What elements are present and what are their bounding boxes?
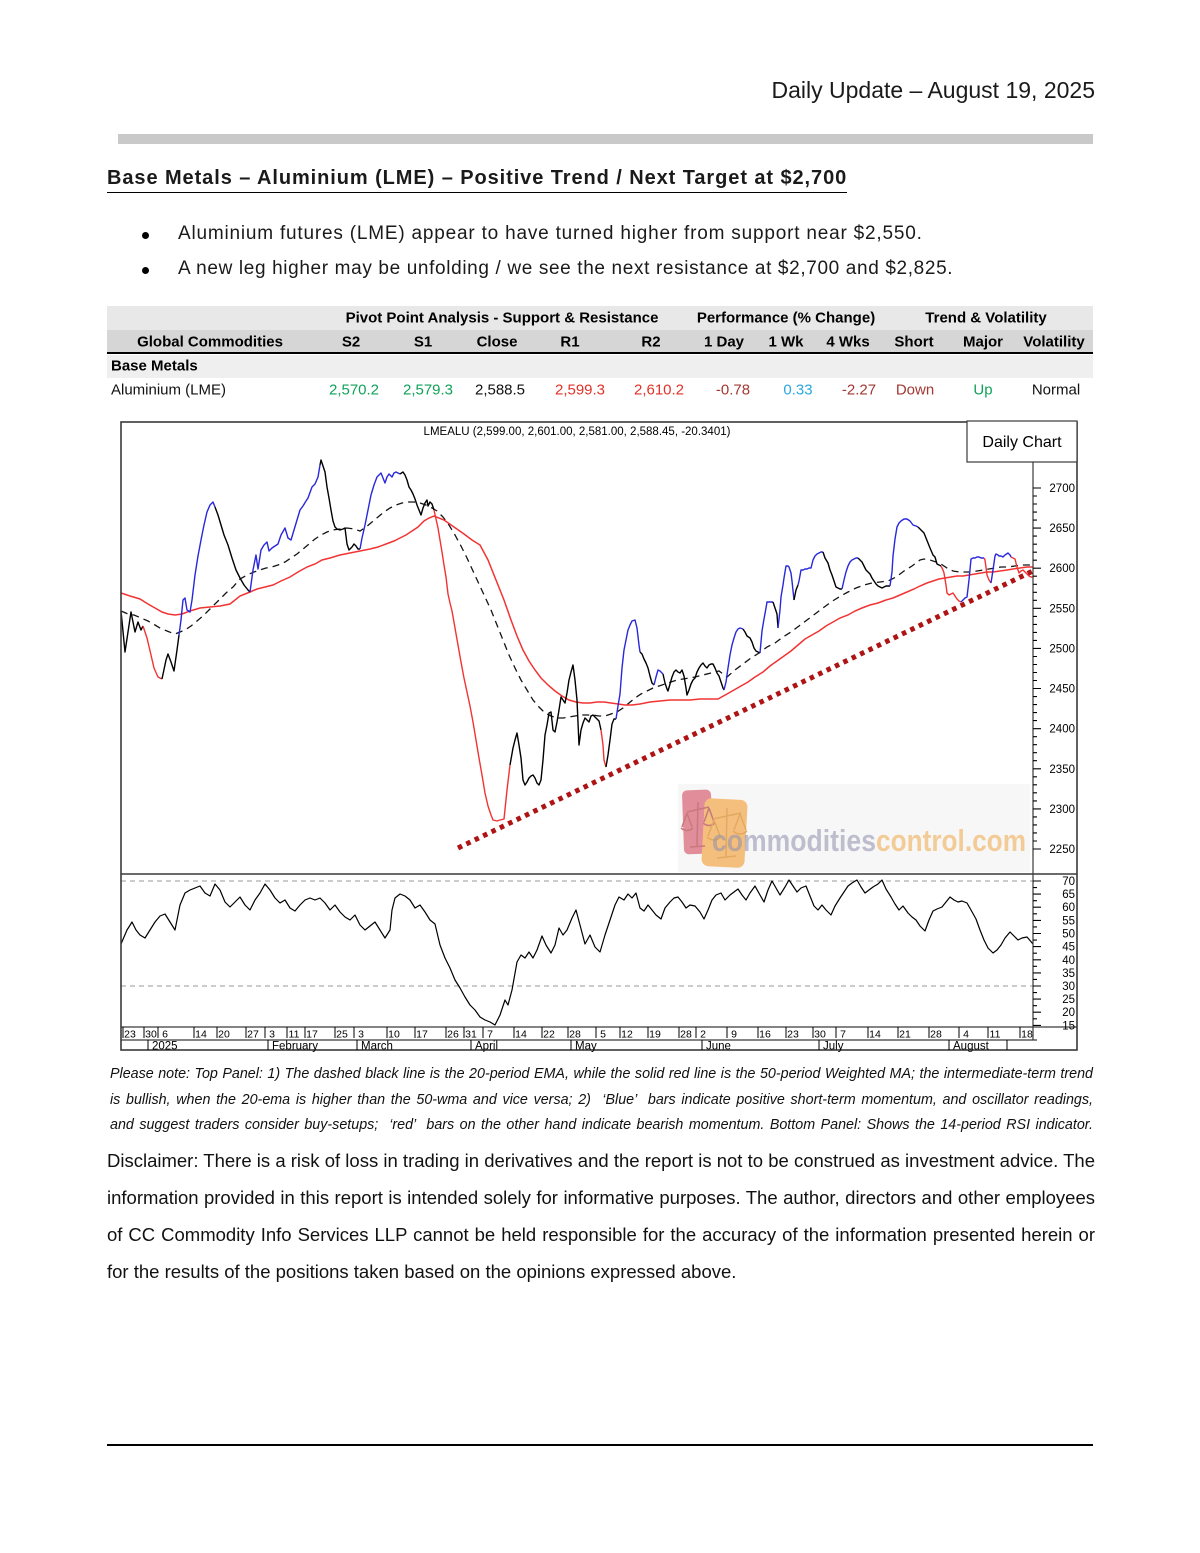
svg-text:3: 3	[358, 1029, 364, 1041]
svg-text:50: 50	[1062, 929, 1075, 941]
svg-text:55: 55	[1062, 915, 1075, 927]
svg-text:19: 19	[649, 1029, 661, 1041]
svg-text:LMEALU (2,599.00, 2,601.00, 2,: LMEALU (2,599.00, 2,601.00, 2,581.00, 2,…	[424, 426, 731, 438]
svg-text:28: 28	[569, 1029, 581, 1041]
svg-text:control.com: control.com	[876, 823, 1026, 858]
svg-text:2500: 2500	[1049, 643, 1075, 655]
svg-text:4: 4	[963, 1029, 969, 1041]
svg-text:2300: 2300	[1049, 804, 1075, 816]
svg-text:February: February	[272, 1041, 318, 1053]
svg-text:28: 28	[680, 1029, 692, 1041]
svg-text:2450: 2450	[1049, 684, 1075, 696]
svg-text:April: April	[475, 1041, 498, 1053]
svg-text:31: 31	[465, 1029, 477, 1041]
svg-text:25: 25	[1062, 994, 1075, 1006]
svg-text:25: 25	[336, 1029, 348, 1041]
svg-text:20: 20	[218, 1029, 230, 1041]
svg-text:23: 23	[787, 1029, 799, 1041]
svg-text:14: 14	[869, 1029, 881, 1041]
svg-text:2400: 2400	[1049, 724, 1075, 736]
svg-text:7: 7	[487, 1029, 493, 1041]
svg-text:12: 12	[621, 1029, 633, 1041]
svg-text:Daily Chart: Daily Chart	[982, 434, 1062, 451]
svg-text:7: 7	[840, 1029, 846, 1041]
svg-text:2: 2	[700, 1029, 706, 1041]
svg-text:26: 26	[447, 1029, 459, 1041]
svg-text:10: 10	[388, 1029, 400, 1041]
svg-text:14: 14	[195, 1029, 207, 1041]
svg-text:14: 14	[515, 1029, 527, 1041]
svg-text:30: 30	[1062, 981, 1075, 993]
svg-text:17: 17	[416, 1029, 428, 1041]
svg-text:May: May	[575, 1041, 597, 1053]
svg-text:21: 21	[899, 1029, 911, 1041]
svg-text:6: 6	[162, 1029, 168, 1041]
svg-text:June: June	[706, 1041, 731, 1053]
svg-text:65: 65	[1062, 889, 1075, 901]
svg-text:2600: 2600	[1049, 563, 1075, 575]
svg-text:70: 70	[1062, 876, 1075, 888]
svg-text:July: July	[823, 1041, 844, 1053]
svg-text:22: 22	[543, 1029, 555, 1041]
svg-text:2550: 2550	[1049, 603, 1075, 615]
svg-text:20: 20	[1062, 1007, 1075, 1019]
svg-text:35: 35	[1062, 968, 1075, 980]
svg-text:March: March	[361, 1041, 393, 1053]
svg-text:3: 3	[269, 1029, 275, 1041]
svg-text:27: 27	[247, 1029, 259, 1041]
svg-text:2650: 2650	[1049, 523, 1075, 535]
svg-text:16: 16	[759, 1029, 771, 1041]
svg-text:2350: 2350	[1049, 764, 1075, 776]
svg-text:9: 9	[731, 1029, 737, 1041]
svg-text:18: 18	[1021, 1029, 1033, 1041]
svg-text:30: 30	[814, 1029, 826, 1041]
svg-text:11: 11	[990, 1029, 1001, 1041]
svg-text:commodities: commodities	[712, 823, 876, 858]
svg-text:28: 28	[930, 1029, 942, 1041]
svg-text:45: 45	[1062, 942, 1075, 954]
svg-text:17: 17	[306, 1029, 318, 1041]
svg-text:5: 5	[600, 1029, 606, 1041]
svg-text:2250: 2250	[1049, 844, 1075, 856]
svg-text:60: 60	[1062, 902, 1075, 914]
svg-text:40: 40	[1062, 955, 1075, 967]
svg-text:23: 23	[124, 1029, 136, 1041]
svg-text:11: 11	[289, 1029, 300, 1041]
svg-text:15: 15	[1062, 1020, 1075, 1032]
svg-text:2700: 2700	[1049, 483, 1075, 495]
svg-text:August: August	[953, 1041, 990, 1053]
svg-text:2025: 2025	[152, 1041, 178, 1053]
svg-text:30: 30	[145, 1029, 157, 1041]
